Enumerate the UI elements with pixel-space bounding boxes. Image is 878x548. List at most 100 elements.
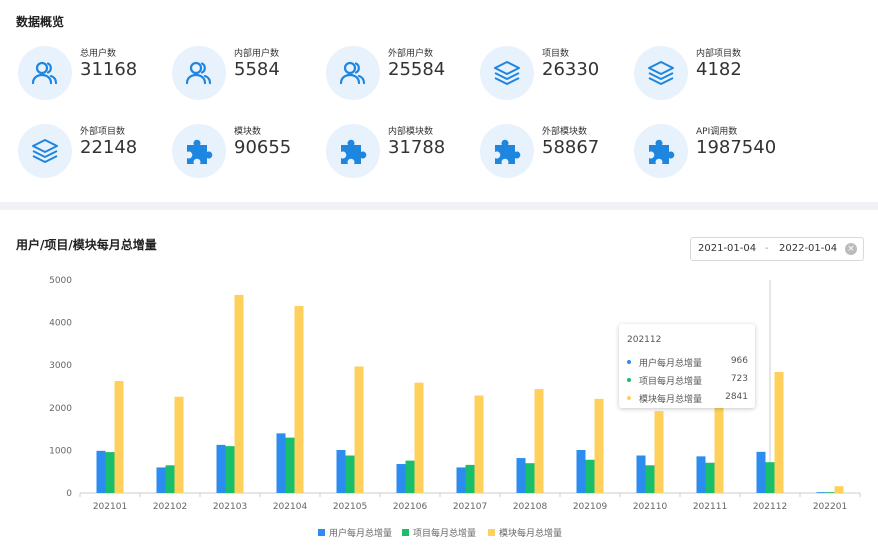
- bar: [156, 467, 166, 493]
- chart-title: 用户/项目/模块每月总增量: [16, 238, 157, 252]
- stat-label: 项目数: [542, 49, 570, 59]
- users-icon: [326, 46, 380, 100]
- tooltip-row: 项目每月总增量 723: [627, 374, 748, 387]
- bar: [585, 459, 595, 493]
- stat-label: 外部模块数: [542, 127, 588, 137]
- stat-label: API调用数: [696, 127, 738, 137]
- bar: [336, 449, 346, 493]
- stat-value: 5584: [234, 59, 280, 80]
- bar: [276, 433, 286, 493]
- legend-label: 模块每月总增量: [499, 527, 562, 539]
- clear-icon[interactable]: ×: [845, 243, 857, 255]
- stat-value: 1987540: [696, 137, 777, 158]
- stat-value: 22148: [80, 137, 138, 158]
- stat-label: 内部项目数: [696, 49, 742, 59]
- y-tick-label: 0: [66, 489, 72, 499]
- bar: [396, 464, 406, 493]
- bar-chart: 0 1000 2000 3000 4000 5000 202101 202102 202103 2…: [49, 276, 861, 539]
- y-tick-label: 2000: [49, 404, 72, 414]
- y-tick-label: 1000: [49, 446, 72, 456]
- date-end[interactable]: 2022-01-04: [779, 243, 838, 254]
- tooltip-title: 202112: [627, 335, 662, 345]
- bar: [516, 458, 526, 493]
- x-tick-label: 202112: [753, 502, 787, 512]
- bar: [345, 455, 355, 493]
- bar: [534, 389, 544, 493]
- y-tick-label: 5000: [49, 276, 72, 286]
- y-tick-label: 3000: [49, 361, 72, 371]
- stat-label: 外部用户数: [388, 49, 434, 59]
- bar: [645, 465, 655, 493]
- chart-tooltip: 202112 用户每月总增量 966 项目每月总增量 723 模块每月总增量 2…: [619, 324, 755, 408]
- bar: [774, 371, 784, 493]
- stat-tile: API调用数 1987540: [634, 124, 784, 180]
- bar: [525, 463, 535, 493]
- users-icon: [18, 46, 72, 100]
- bar: [636, 455, 646, 493]
- tooltip-dot: [627, 360, 631, 364]
- bar: [705, 462, 715, 493]
- bar: [354, 366, 364, 493]
- bar: [456, 467, 466, 493]
- bar: [465, 464, 475, 493]
- tooltip-series-value: 966: [730, 356, 748, 366]
- x-tick-label: 202103: [213, 502, 247, 512]
- date-range-picker[interactable]: 2021-01-04 - 2022-01-04 ×: [690, 237, 864, 261]
- bar: [225, 446, 235, 493]
- tooltip-row: 用户每月总增量 966: [627, 356, 748, 369]
- stat-tile: 总用户数 31168: [18, 46, 168, 102]
- bar: [414, 382, 424, 493]
- stat-value: 26330: [542, 59, 600, 80]
- layers-icon: [480, 46, 534, 100]
- bar: [594, 398, 604, 493]
- bar: [216, 444, 226, 493]
- stat-tile: 内部模块数 31788: [326, 124, 476, 180]
- stat-tile: 外部项目数 22148: [18, 124, 168, 180]
- stat-label: 模块数: [234, 127, 262, 137]
- bar: [405, 460, 415, 493]
- x-tick-label: 202107: [453, 502, 487, 512]
- stat-tile: 外部模块数 58867: [480, 124, 630, 180]
- stat-tile: 外部用户数 25584: [326, 46, 476, 102]
- stat-value: 58867: [542, 137, 600, 158]
- tooltip-dot: [627, 396, 631, 400]
- puzzle-icon: [480, 124, 534, 178]
- x-tick-label: 202105: [333, 502, 367, 512]
- bar: [714, 395, 724, 493]
- tooltip-series-name: 项目每月总增量: [639, 377, 703, 387]
- bar: [816, 492, 826, 493]
- bar: [174, 396, 184, 493]
- layers-icon: [18, 124, 72, 178]
- y-tick-label: 4000: [49, 319, 72, 329]
- bar: [654, 411, 664, 493]
- x-tick-label: 202101: [93, 502, 127, 512]
- date-start[interactable]: 2021-01-04: [698, 243, 757, 254]
- x-tick-label: 202104: [273, 502, 308, 512]
- tooltip-row: 模块每月总增量 2841: [627, 392, 748, 405]
- stat-label: 内部模块数: [388, 127, 434, 137]
- users-icon: [172, 46, 226, 100]
- x-tick-label: 202108: [513, 502, 548, 512]
- tooltip-series-name: 用户每月总增量: [639, 359, 703, 369]
- overview-card: 数据概览 总用户数 31168 内部用户数 5584 外部用户数 25584 项目数 2633…: [0, 0, 878, 202]
- x-tick-label: 202201: [813, 502, 847, 512]
- legend-swatch: [318, 529, 325, 536]
- bar: [165, 465, 175, 493]
- bar: [825, 492, 835, 493]
- tooltip-series-value: 2841: [725, 392, 748, 402]
- stat-value: 4182: [696, 59, 742, 80]
- stat-tile: 内部用户数 5584: [172, 46, 322, 102]
- stat-tile: 模块数 90655: [172, 124, 322, 180]
- stat-label: 总用户数: [80, 49, 117, 59]
- date-separator: -: [765, 243, 769, 254]
- bar: [105, 452, 115, 493]
- puzzle-icon: [172, 124, 226, 178]
- stat-tile: 内部项目数 4182: [634, 46, 784, 102]
- tooltip-series-value: 723: [730, 374, 748, 384]
- puzzle-icon: [326, 124, 380, 178]
- legend-swatch: [402, 529, 409, 536]
- stat-tile: 项目数 26330: [480, 46, 630, 102]
- x-tick-label: 202102: [153, 502, 187, 512]
- bar: [294, 305, 304, 493]
- legend-swatch: [488, 529, 495, 536]
